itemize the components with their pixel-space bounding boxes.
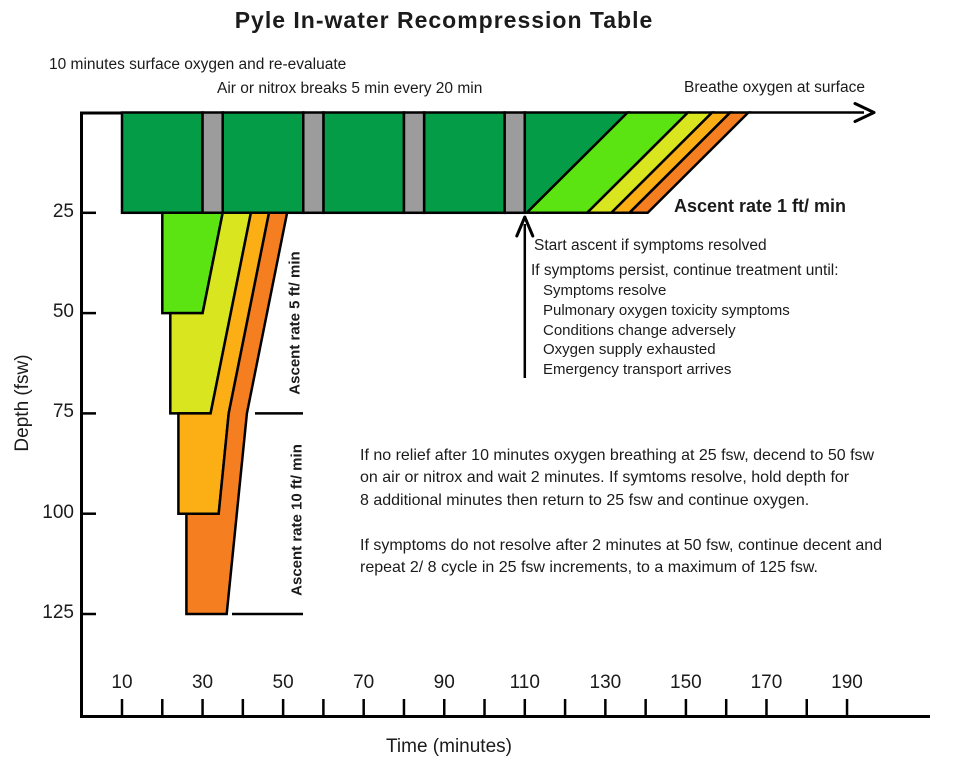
instruction-paragraph-2: If symptoms do not resolve after 2 minut… xyxy=(360,537,883,577)
instruction-paragraph-1: If no relief after 10 minutes oxygen bre… xyxy=(360,447,875,509)
y-axis-tick-label: 50 xyxy=(52,301,74,323)
treatment-condition-item: Conditions change adversely xyxy=(543,321,736,339)
start-ascent-label: Start ascent if symptoms resolved xyxy=(534,237,767,254)
y-axis-tick-label: 125 xyxy=(42,602,74,623)
excursion-profile-125fsw xyxy=(185,211,289,616)
x-axis-tick-label: 170 xyxy=(750,672,783,693)
oxygen-period-block xyxy=(120,111,204,215)
treatment-conditions-list: Symptoms resolve Pulmonary oxygen toxicit… xyxy=(543,281,790,380)
oxygen-period-block xyxy=(422,111,506,215)
air-break-block xyxy=(201,111,224,215)
x-axis-tick-label: 190 xyxy=(831,672,863,693)
ascent-rate-5ft-label: Ascent rate 5 ft/ min xyxy=(286,251,304,395)
air-breaks-note: Air or nitrox breaks 5 min every 20 min xyxy=(217,80,483,97)
treatment-condition-item: Pulmonary oxygen toxicity symptoms xyxy=(543,301,790,319)
x-axis-tick-label: 30 xyxy=(191,672,214,693)
surface-oxygen-note: 10 minutes surface oxygen and re-evaluat… xyxy=(49,56,347,73)
air-break-block xyxy=(402,111,426,215)
oxygen-period-block xyxy=(322,111,406,215)
treatment-condition-item: Oxygen supply exhausted xyxy=(543,341,716,359)
surface-ascent-band-undefined xyxy=(626,111,752,215)
start-ascent-arrowhead xyxy=(515,215,535,238)
treatment-condition-item: Emergency transport arrives xyxy=(543,361,732,379)
x-axis-tick-label: 130 xyxy=(589,672,622,693)
x-axis-tick-label: 90 xyxy=(433,672,455,693)
y-axis-tick-label: 100 xyxy=(42,501,74,523)
persist-header: If symptoms persist, continue treatment … xyxy=(531,262,839,279)
ascent-rate-1ft-label: Ascent rate 1 ft/ min xyxy=(674,196,847,216)
oxygen-period-block xyxy=(221,111,305,215)
breathe-oxygen-at-surface-note: Breathe oxygen at surface xyxy=(684,79,865,96)
x-axis-tick-label: 110 xyxy=(509,672,540,693)
x-axis-tick-label: 10 xyxy=(111,672,133,693)
x-axis-tick-label: 50 xyxy=(272,672,294,693)
x-axis-tick-label: 70 xyxy=(353,672,375,693)
axis-frame xyxy=(80,111,930,718)
x-axis-title: Time (minutes) xyxy=(386,736,512,757)
air-break-block xyxy=(503,111,527,215)
x-axis-tick-label: 150 xyxy=(670,672,702,693)
y-axis-tick-label: 75 xyxy=(52,401,74,423)
chart-title: Pyle In-water Recompression Table xyxy=(234,7,654,33)
treatment-condition-item: Symptoms resolve xyxy=(543,282,667,299)
ascent-rate-10ft-label: Ascent rate 10 ft/ min xyxy=(288,444,306,596)
y-axis-tick-label: 25 xyxy=(52,200,74,222)
surface-arrowhead xyxy=(853,102,876,123)
air-break-block xyxy=(302,111,325,215)
